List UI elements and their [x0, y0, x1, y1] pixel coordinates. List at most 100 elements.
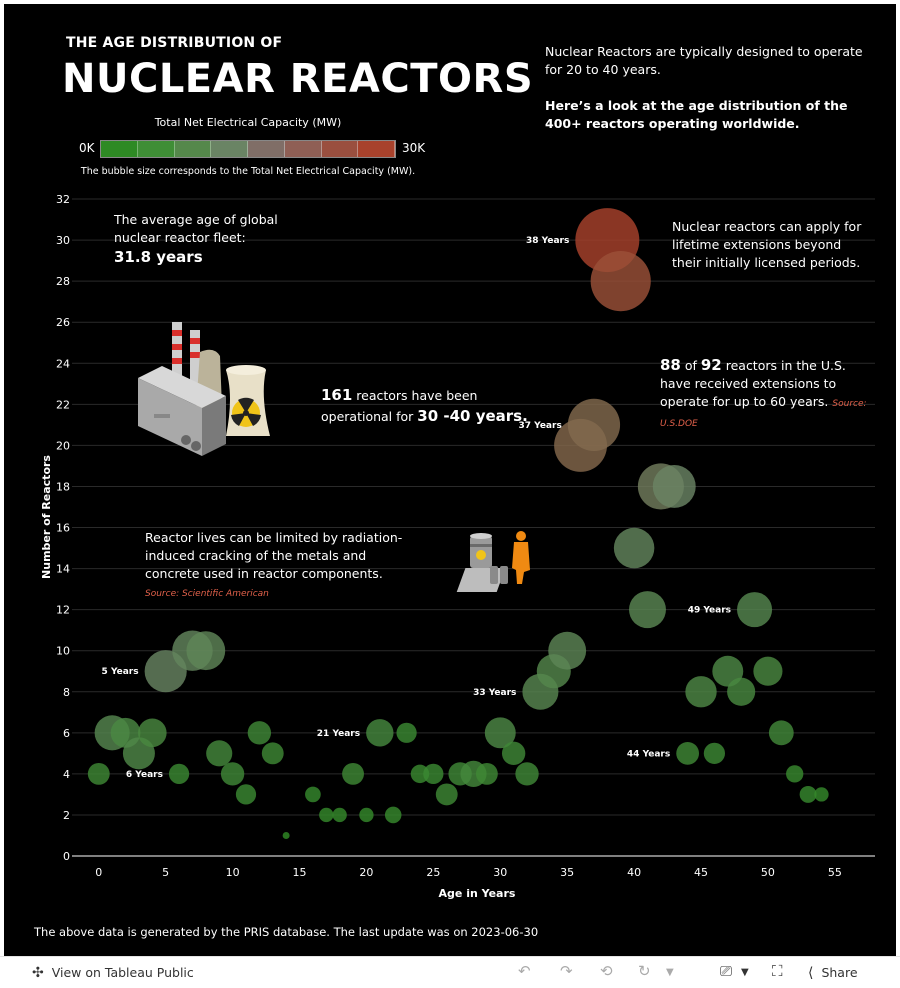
- worker-barrels-icon: [456, 531, 530, 592]
- crack-source: Source: Scientific American: [145, 589, 269, 599]
- op-range: 30 -40 years.: [417, 407, 528, 425]
- reactor-bubble[interactable]: [727, 677, 756, 706]
- reactor-bubble[interactable]: [87, 762, 110, 785]
- legend-title: Total Net Electrical Capacity (MW): [154, 116, 342, 129]
- reactor-bubble[interactable]: [384, 806, 402, 824]
- op-count: 161: [321, 386, 353, 404]
- y-tick-label: 32: [56, 193, 70, 206]
- y-tick-label: 0: [63, 850, 70, 863]
- legend-swatch: [284, 141, 322, 157]
- reactor-bubble[interactable]: [737, 592, 773, 628]
- legend-max-label: 30K: [402, 141, 426, 155]
- title-small: THE AGE DISTRIBUTION OF: [66, 35, 283, 51]
- x-tick-label: 15: [293, 866, 307, 879]
- bubble-age-label: 33 Years: [473, 688, 516, 698]
- legend-swatch: [137, 141, 175, 157]
- us-text: reactors in the U.S. have received exten…: [660, 358, 846, 409]
- reactor-bubble[interactable]: [515, 762, 539, 786]
- annotation-radiation-cracking: Reactor lives can be limited by radiatio…: [145, 529, 415, 603]
- bubble-age-label: 49 Years: [688, 606, 731, 616]
- reactor-bubble[interactable]: [435, 783, 458, 806]
- legend-min-label: 0K: [79, 141, 95, 155]
- reactor-bubble[interactable]: [168, 763, 190, 784]
- y-tick-label: 12: [56, 604, 70, 617]
- op-text: reactors have been operational for: [321, 388, 478, 424]
- reactor-bubble[interactable]: [652, 464, 696, 508]
- x-tick-label: 5: [162, 866, 169, 879]
- reactor-bubble[interactable]: [613, 527, 655, 569]
- reactor-bubble[interactable]: [305, 786, 321, 803]
- x-tick-label: 40: [627, 866, 641, 879]
- redo-icon[interactable]: ↷: [560, 962, 573, 980]
- reactor-bubble[interactable]: [753, 656, 783, 686]
- x-tick-label: 50: [761, 866, 775, 879]
- share-button[interactable]: ⟨ Share: [808, 965, 858, 981]
- reactor-bubble[interactable]: [359, 807, 374, 823]
- reactor-bubble[interactable]: [332, 807, 347, 823]
- reactor-bubble[interactable]: [484, 717, 516, 749]
- y-tick-label: 10: [56, 645, 70, 658]
- reactor-bubble[interactable]: [814, 787, 829, 802]
- y-tick-label: 26: [56, 316, 70, 329]
- refresh-icon[interactable]: ↻: [638, 962, 651, 980]
- crack-text: Reactor lives can be limited by radiatio…: [145, 530, 403, 581]
- reactor-bubble[interactable]: [501, 741, 526, 766]
- fullscreen-icon[interactable]: ⛶: [772, 962, 783, 980]
- reactor-bubble[interactable]: [235, 784, 257, 805]
- reactor-bubble[interactable]: [247, 721, 272, 745]
- reactor-bubble[interactable]: [685, 676, 717, 708]
- y-tick-label: 22: [56, 398, 70, 411]
- x-tick-label: 55: [828, 866, 842, 879]
- reactor-bubble[interactable]: [423, 763, 444, 784]
- view-on-tableau-label: View on Tableau Public: [51, 965, 194, 980]
- x-tick-label: 10: [226, 866, 240, 879]
- reactor-bubble[interactable]: [548, 631, 587, 670]
- reactor-bubble[interactable]: [319, 807, 334, 823]
- reactor-bubble[interactable]: [567, 398, 621, 451]
- reactor-bubble[interactable]: [206, 740, 233, 767]
- bubble-age-label: 37 Years: [518, 421, 561, 431]
- reactor-bubble[interactable]: [186, 631, 226, 671]
- reactor-bubble[interactable]: [676, 741, 700, 765]
- y-tick-label: 28: [56, 275, 70, 288]
- refresh-dropdown-icon[interactable]: ▼: [666, 967, 674, 978]
- presentation-icon[interactable]: ⎚: [720, 962, 733, 980]
- x-axis-title: Age in Years: [439, 887, 516, 900]
- view-on-tableau-button[interactable]: ✣ View on Tableau Public: [32, 965, 194, 981]
- tableau-logo-icon: ✣: [32, 965, 44, 981]
- y-tick-label: 8: [63, 686, 70, 699]
- tableau-toolbar: ✣ View on Tableau Public ↶ ↷ ⟲ ↻ ▼ ⎚ ▼ ⛶…: [0, 956, 900, 988]
- y-tick-label: 24: [56, 357, 70, 370]
- bubble-age-label: 5 Years: [102, 667, 139, 677]
- reactor-bubble[interactable]: [475, 762, 498, 785]
- x-tick-label: 45: [694, 866, 708, 879]
- reactor-bubble[interactable]: [282, 831, 290, 839]
- us-source: Source: U.S.DOE: [660, 399, 867, 429]
- y-tick-label: 2: [63, 809, 70, 822]
- reactor-bubble[interactable]: [137, 718, 167, 748]
- annotation-lifetime-extensions: Nuclear reactors can apply for lifetime …: [672, 219, 862, 270]
- reactor-bubble[interactable]: [799, 785, 817, 803]
- reactor-bubble[interactable]: [342, 762, 364, 785]
- reactor-bubble[interactable]: [220, 762, 245, 786]
- legend-note: The bubble size corresponds to the Total…: [80, 166, 416, 177]
- undo-icon[interactable]: ↶: [518, 962, 531, 980]
- reactor-bubble[interactable]: [590, 251, 651, 312]
- reactor-bubble[interactable]: [396, 722, 417, 743]
- reactor-bubble[interactable]: [629, 591, 666, 629]
- reactor-bubble[interactable]: [261, 742, 284, 765]
- reactor-bubble[interactable]: [703, 742, 726, 764]
- y-tick-label: 6: [63, 727, 70, 740]
- presentation-dropdown-icon[interactable]: ▼: [741, 967, 749, 978]
- bubble-layer: [87, 208, 829, 839]
- revert-icon[interactable]: ⟲: [600, 962, 613, 980]
- annotation-average-age: The average age of global nuclear reacto…: [114, 212, 278, 245]
- x-tick-label: 35: [560, 866, 574, 879]
- reactor-bubble[interactable]: [768, 720, 794, 746]
- annotation-operational-reactors: 161 reactors have been operational for 3…: [321, 385, 541, 427]
- reactor-bubble[interactable]: [786, 765, 804, 783]
- y-tick-label: 4: [63, 768, 70, 781]
- reactor-bubble[interactable]: [366, 719, 394, 747]
- page-title: NUCLEAR REACTORS: [62, 56, 534, 102]
